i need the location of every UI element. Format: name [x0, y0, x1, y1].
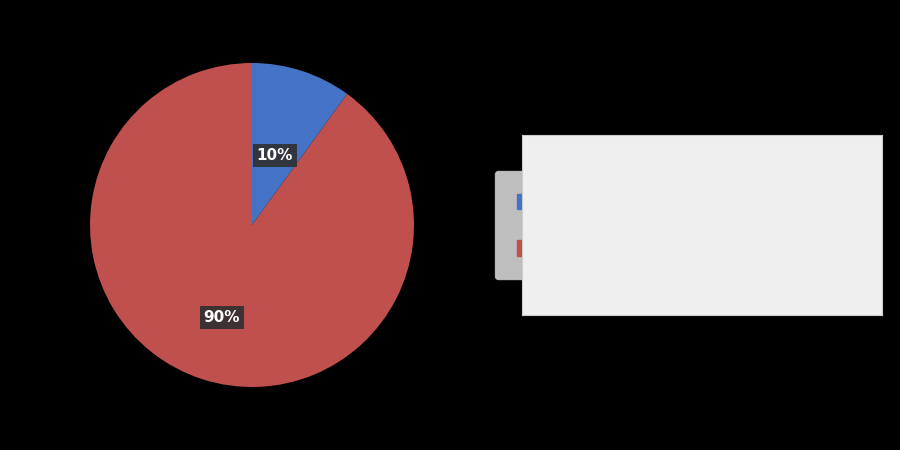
- Text: 10%: 10%: [256, 148, 292, 163]
- Text: 90%: 90%: [203, 310, 240, 325]
- Wedge shape: [252, 63, 347, 225]
- Legend: Hispanic or Latino (12 patients), Not Hispanic or Latino (110 patients): Hispanic or Latino (12 patients), Not Hi…: [494, 171, 853, 279]
- Wedge shape: [90, 63, 414, 387]
